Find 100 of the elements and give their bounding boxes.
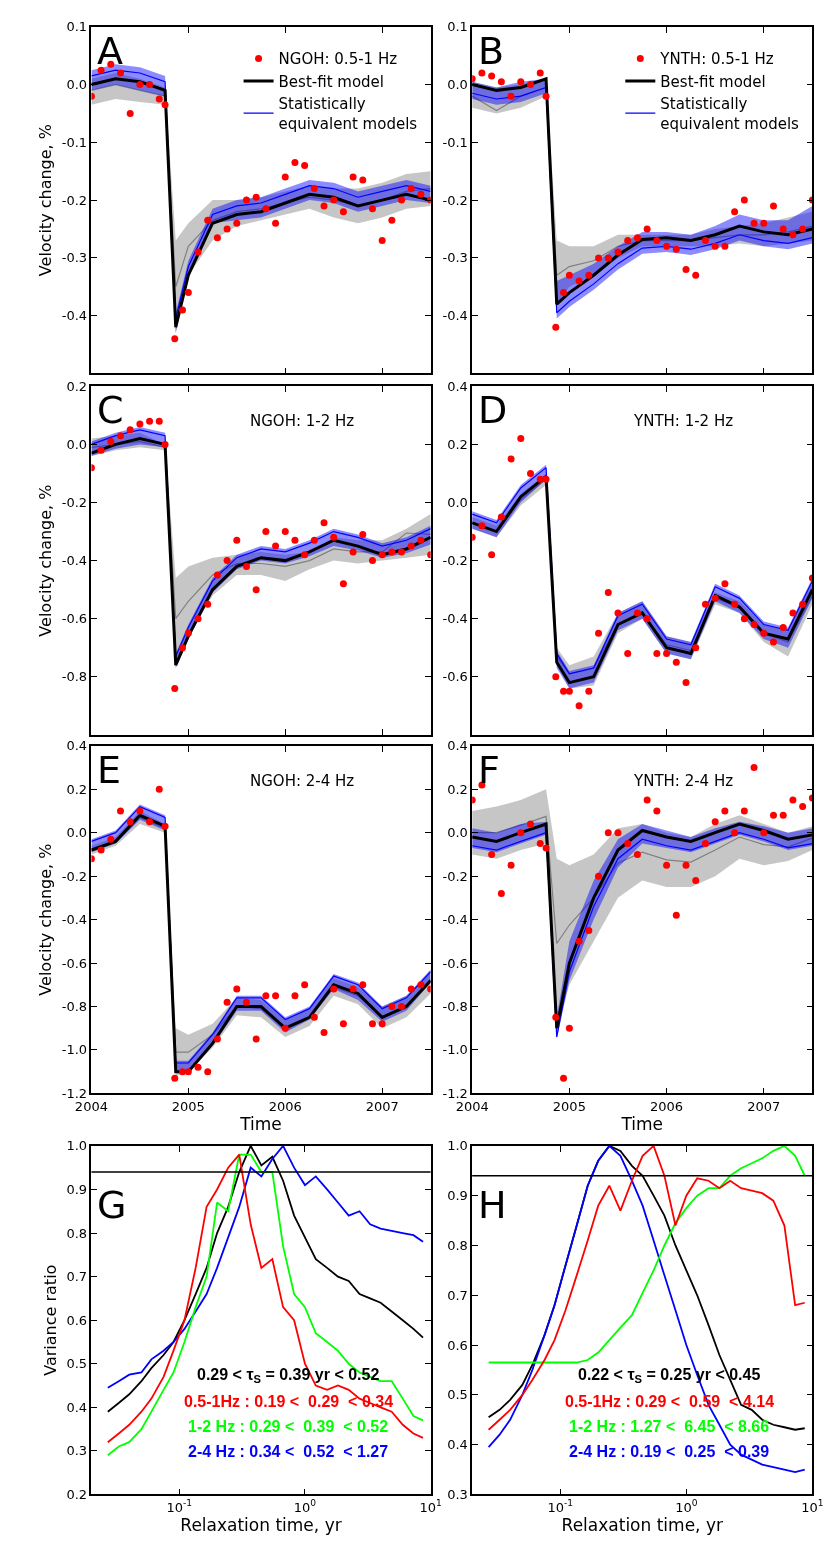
- point: [320, 202, 328, 210]
- y-tick-label: 0.0: [66, 825, 88, 841]
- y-tick-label: 0.0: [66, 436, 88, 452]
- point: [204, 216, 212, 224]
- point: [252, 1035, 260, 1043]
- point: [552, 323, 560, 331]
- point: [633, 850, 641, 858]
- point: [769, 811, 777, 819]
- point: [760, 629, 768, 637]
- point: [711, 242, 719, 250]
- point: [789, 609, 797, 617]
- point: [595, 872, 603, 880]
- point: [711, 818, 719, 826]
- point: [488, 850, 496, 858]
- point: [672, 911, 680, 919]
- point: [262, 205, 270, 213]
- point: [213, 234, 221, 242]
- point: [126, 426, 134, 434]
- point: [653, 807, 661, 815]
- point: [126, 109, 134, 117]
- point: [179, 644, 187, 652]
- point: [252, 586, 260, 594]
- point: [585, 926, 593, 934]
- y-tick-label: -0.4: [442, 611, 468, 627]
- y-tick-label: -0.1: [442, 134, 468, 150]
- point: [339, 1020, 347, 1028]
- point: [281, 173, 289, 181]
- point: [517, 829, 525, 837]
- point: [682, 679, 690, 687]
- x-tick-label: 10$^{1}$: [801, 1498, 824, 1515]
- annotation: 1-2 Hz : 1.27 < 6.45 < 8.66: [569, 1418, 770, 1435]
- y-tick-label: 0.5: [66, 1356, 88, 1372]
- point: [711, 594, 719, 602]
- point: [417, 981, 425, 989]
- y-tick-label: -0.2: [61, 495, 88, 511]
- point: [194, 1063, 202, 1071]
- y-tick-label: 0.4: [66, 738, 88, 754]
- point: [497, 890, 505, 898]
- point: [692, 644, 700, 652]
- point: [779, 811, 787, 819]
- point: [731, 829, 739, 837]
- y-tick-label: 0.4: [66, 1399, 88, 1415]
- point: [213, 1035, 221, 1043]
- point: [663, 650, 671, 658]
- annotation: H: [478, 1183, 507, 1227]
- point: [330, 533, 338, 541]
- point: [117, 807, 124, 815]
- point: [643, 615, 651, 623]
- point: [560, 289, 568, 297]
- y-axis-title: Velocity change, %: [36, 843, 56, 996]
- y-tick-label: 0.4: [447, 738, 468, 754]
- y-tick-label: -1.2: [61, 1085, 88, 1101]
- point: [146, 818, 154, 826]
- y-tick-label: -0.3: [61, 250, 88, 266]
- point: [721, 580, 729, 588]
- point: [672, 658, 680, 666]
- point: [653, 237, 661, 245]
- x-tick-label: 2006: [268, 1098, 302, 1114]
- point: [560, 687, 568, 695]
- point: [204, 1068, 212, 1076]
- x-axis-title: Time: [239, 1113, 282, 1134]
- point: [272, 992, 280, 1000]
- point: [779, 623, 787, 631]
- y-tick-label: -0.6: [442, 955, 468, 971]
- y-tick-label: -1.0: [61, 1042, 88, 1058]
- point: [614, 829, 622, 837]
- y-tick-label: 1.0: [66, 1138, 88, 1154]
- point: [161, 822, 169, 830]
- point: [242, 998, 250, 1006]
- point: [97, 66, 105, 74]
- point: [223, 557, 231, 565]
- point: [760, 219, 768, 227]
- point: [527, 469, 535, 477]
- point: [701, 237, 709, 245]
- y-tick-label: -0.2: [61, 192, 88, 208]
- point: [517, 78, 525, 86]
- point: [388, 1002, 396, 1010]
- point: [388, 216, 396, 224]
- y-tick-label: -0.2: [61, 868, 88, 884]
- annotation: E: [97, 748, 122, 792]
- y-tick-label: -0.8: [61, 999, 88, 1015]
- y-tick-label: 1.0: [447, 1138, 468, 1154]
- point: [552, 673, 560, 681]
- point: [507, 92, 515, 100]
- point: [701, 600, 709, 608]
- legend-label: NGOH: 0.5-1 Hz: [278, 50, 398, 69]
- y-tick-label: 0.4: [447, 378, 468, 394]
- point: [368, 205, 376, 213]
- point: [565, 271, 573, 279]
- y-tick-label: -1.0: [442, 1042, 468, 1058]
- point: [750, 621, 758, 628]
- point: [497, 78, 505, 86]
- point: [107, 437, 115, 445]
- point: [682, 861, 690, 869]
- y-tick-label: -0.8: [61, 669, 88, 685]
- point: [527, 81, 535, 89]
- point: [378, 237, 386, 245]
- legend-label: YNTH: 0.5-1 Hz: [659, 50, 774, 69]
- y-axis-title: Velocity change, %: [36, 484, 56, 637]
- y-tick-label: -0.6: [442, 669, 468, 685]
